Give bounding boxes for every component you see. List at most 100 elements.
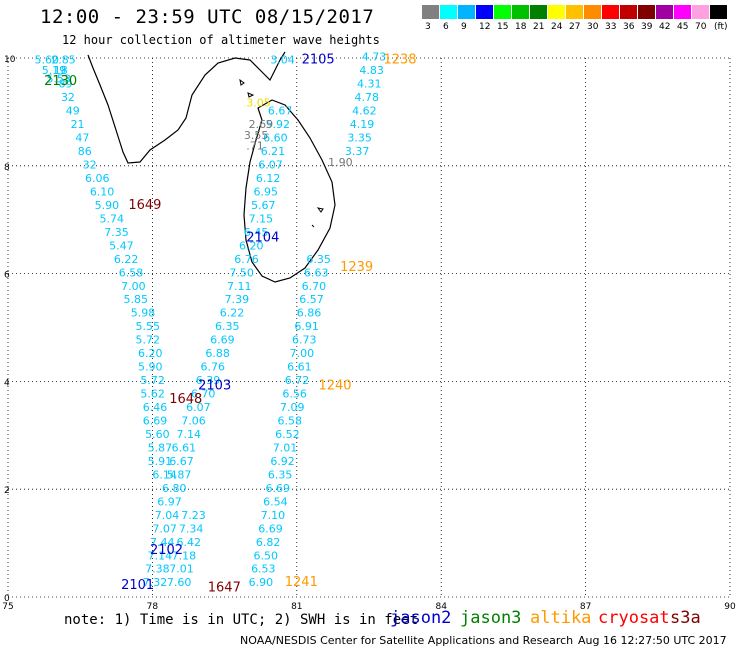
lon-tick-label: 78 bbox=[147, 602, 159, 612]
lat-tick-label: 8 bbox=[4, 163, 10, 173]
wave-height-value: 6.73 bbox=[292, 334, 317, 347]
legend-swatch bbox=[458, 5, 475, 19]
pass-number-label: 1240 bbox=[318, 378, 351, 393]
wave-height-value: 3.55 bbox=[244, 129, 269, 142]
satellite-label-altika: altika bbox=[530, 608, 592, 628]
pass-labels: 2105 1238 2130 1649 2104 1239 2103 1240 1648 2102… bbox=[44, 52, 416, 595]
wave-height-value: 6.61 bbox=[287, 361, 312, 374]
wave-height-value: 6.88 bbox=[205, 347, 230, 360]
lat-tick-label: 0 bbox=[4, 594, 10, 604]
pass-number-label: 1239 bbox=[340, 260, 373, 275]
india-coastline bbox=[87, 51, 286, 164]
map-title: 12:00 - 23:59 UTC 08/15/2017 bbox=[40, 6, 375, 28]
wave-height-value: 49 bbox=[66, 105, 80, 118]
wave-height-value: 6.90 bbox=[249, 576, 274, 589]
legend-swatch bbox=[674, 5, 691, 19]
legend-unit: (ft) bbox=[714, 22, 728, 32]
footer-note: note: 1) Time is in UTC; 2) SWH is in fe… bbox=[64, 612, 419, 628]
coastline bbox=[87, 51, 336, 283]
legend-label: 70 bbox=[695, 22, 707, 32]
wave-height-value: 21 bbox=[71, 118, 85, 131]
lat-tick-label: 2 bbox=[4, 486, 10, 496]
wave-height-value: 6.61 bbox=[172, 441, 197, 454]
wave-height-value: 6.12 bbox=[256, 172, 280, 185]
wave-height-value: 6.57 bbox=[299, 293, 324, 306]
wave-height-value: 7.07 bbox=[152, 522, 177, 535]
legend-swatch bbox=[440, 5, 457, 19]
legend-label: 21 bbox=[533, 22, 545, 32]
wave-height-value: 5.87 bbox=[167, 468, 192, 481]
wave-height-value: 6.60 bbox=[263, 132, 288, 145]
wave-height-value: 7.34 bbox=[179, 522, 204, 535]
wave-height-value: 89 bbox=[59, 78, 73, 91]
wave-height-value: 6.69 bbox=[258, 522, 283, 535]
pass-number-label: 2130 bbox=[44, 74, 77, 89]
wave-height-value: 6.35 bbox=[306, 253, 331, 266]
wave-height-value: 3.37 bbox=[345, 145, 370, 158]
pass-number-label: 2105 bbox=[302, 52, 335, 67]
wave-height-value: .71 bbox=[246, 140, 264, 153]
wave-height-value: 6.70 bbox=[302, 280, 327, 293]
wave-height-value: 5.55 bbox=[136, 320, 161, 333]
wave-height-value: 4.78 bbox=[355, 91, 380, 104]
pass-number-label: 2103 bbox=[198, 378, 231, 393]
wave-height-tracks: 5.605.195.532.8518893249214786326.066.10… bbox=[34, 51, 386, 590]
wave-height-value: 6.07 bbox=[258, 158, 283, 171]
wave-height-value: 5.91 bbox=[148, 455, 173, 468]
map-subtitle: 12 hour collection of altimeter wave hei… bbox=[62, 33, 380, 47]
wave-height-value: 5.60 bbox=[34, 53, 59, 66]
wave-height-value: 7.18 bbox=[172, 549, 197, 562]
wave-height-value: 6.53 bbox=[251, 563, 276, 576]
wave-height-value: 7.35 bbox=[104, 226, 128, 239]
legend-swatch bbox=[494, 5, 511, 19]
wave-height-value: 7.11 bbox=[227, 280, 252, 293]
lat-lon-grid: 75 78 81 84 87 90 0 2 4 6 8 10 bbox=[2, 55, 736, 612]
lon-tick-label: 84 bbox=[435, 602, 447, 612]
wave-height-value: 6.46 bbox=[143, 401, 168, 414]
wave-height-value: 6.07 bbox=[186, 401, 211, 414]
legend-swatch bbox=[422, 5, 439, 19]
credit-line: NOAA/NESDIS Center for Satellite Applica… bbox=[240, 634, 574, 647]
wave-height-value: 6.54 bbox=[263, 495, 288, 508]
wave-height-value: 6.82 bbox=[256, 536, 280, 549]
wave-height-value: 6.20 bbox=[138, 347, 163, 360]
legend-label: 42 bbox=[659, 22, 671, 32]
legend-swatch bbox=[476, 5, 493, 19]
legend-swatch bbox=[620, 5, 637, 19]
legend-label: 9 bbox=[461, 22, 467, 32]
pass-number-label: 2104 bbox=[246, 230, 279, 245]
sri-lanka-coastline bbox=[243, 99, 336, 283]
wave-height-value: 5.98 bbox=[131, 307, 156, 320]
wave-height-value: 32 bbox=[61, 91, 75, 104]
pass-number-label: 1647 bbox=[208, 581, 241, 596]
wave-height-value: 5.72 bbox=[140, 374, 165, 387]
satellite-label-jason3: jason3 bbox=[460, 608, 522, 628]
wave-height-value: 6.67 bbox=[268, 105, 293, 118]
wave-height-value: 5.60 bbox=[145, 428, 170, 441]
legend-label: 18 bbox=[515, 22, 527, 32]
wave-height-value: 7.01 bbox=[169, 563, 194, 576]
legend-label: 30 bbox=[587, 22, 599, 32]
wave-height-value: 7.10 bbox=[261, 509, 286, 522]
wave-height-value: 6.21 bbox=[261, 145, 286, 158]
wave-height-value: 6.20 bbox=[239, 239, 263, 252]
legend-swatch bbox=[584, 5, 601, 19]
wave-height-value: 6.58 bbox=[119, 266, 144, 279]
wave-height-value: 6.58 bbox=[278, 415, 303, 428]
wave-height-value: 1.90 bbox=[328, 156, 353, 169]
wave-height-value: 5.85 bbox=[124, 293, 148, 306]
wave-height-value: 5.47 bbox=[109, 239, 134, 252]
wave-height-value: 7.00 bbox=[121, 280, 146, 293]
extra-values: 2.693.55.71 1.90 3.04 3.05 bbox=[244, 53, 353, 168]
wave-height-value: 6.86 bbox=[297, 307, 322, 320]
legend-label: 33 bbox=[605, 22, 617, 32]
wave-height-value: 86 bbox=[78, 145, 92, 158]
wave-height-value: 6.67 bbox=[169, 455, 194, 468]
wave-height-value: 2.85 bbox=[51, 53, 76, 66]
wave-height-value: 6.69 bbox=[210, 334, 235, 347]
wave-height-value: 7.06 bbox=[181, 415, 206, 428]
wave-height-value: 6.35 bbox=[215, 320, 240, 333]
wave-height-value: 5.90 bbox=[138, 361, 163, 374]
wave-height-value: 6.76 bbox=[201, 361, 226, 374]
wave-height-value: 6.06 bbox=[85, 172, 110, 185]
